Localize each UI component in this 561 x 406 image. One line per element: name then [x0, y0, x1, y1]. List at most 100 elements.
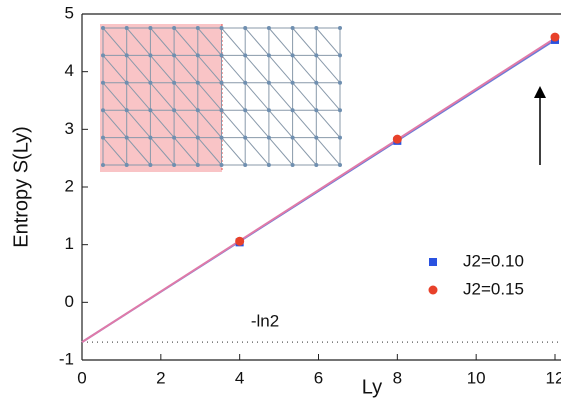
lattice-bond: [150, 137, 175, 166]
lattice-bond: [126, 55, 151, 84]
x-tick-label: 12: [546, 368, 561, 387]
x-tick-label: 10: [467, 368, 486, 387]
lattice-site: [124, 108, 129, 113]
lattice-bond: [268, 55, 293, 84]
lattice-site: [219, 108, 224, 113]
reference-label: -ln2: [251, 312, 279, 331]
lattice-site: [314, 80, 319, 85]
lattice-bond: [292, 137, 317, 166]
y-tick-label: 5: [65, 3, 74, 22]
lattice-site: [124, 80, 129, 85]
lattice-site: [266, 53, 271, 58]
lattice-site: [338, 80, 342, 85]
lattice-site: [314, 108, 319, 113]
lattice-bond: [315, 27, 341, 56]
lattice-bond: [150, 109, 175, 138]
lattice-site: [101, 26, 105, 30]
lattice-bond: [102, 109, 128, 138]
x-tick-label: 2: [156, 368, 165, 387]
data-point: [550, 32, 560, 42]
lattice-site: [314, 26, 319, 30]
lattice-bond: [126, 82, 151, 111]
x-tick-label: 4: [235, 368, 244, 387]
lattice-site: [195, 80, 200, 85]
lattice-bond: [315, 82, 341, 111]
lattice-bond: [102, 82, 128, 111]
lattice-bond: [244, 82, 270, 111]
lattice-site: [243, 108, 248, 113]
lattice-site: [243, 80, 248, 85]
lattice-bond: [126, 109, 151, 138]
lattice-bond: [244, 109, 270, 138]
lattice-bond: [173, 109, 199, 138]
lattice-site: [338, 108, 342, 113]
lattice-site: [172, 108, 177, 113]
inset-lattice: [100, 24, 342, 172]
lattice-site: [148, 108, 153, 113]
legend-marker: [428, 285, 438, 295]
lattice-bond: [221, 82, 246, 111]
data-point: [392, 134, 402, 144]
lattice-site: [338, 26, 342, 30]
x-tick-label: 6: [314, 368, 323, 387]
lattice-bond: [150, 55, 175, 84]
arrow-head: [534, 86, 546, 98]
lattice-site: [266, 163, 271, 167]
lattice-site: [124, 26, 129, 30]
lattice-site: [172, 80, 177, 85]
lattice-site: [172, 26, 177, 30]
lattice-site: [314, 53, 319, 58]
lattice-site: [243, 53, 248, 58]
lattice-site: [195, 135, 200, 140]
x-tick-label: 8: [393, 368, 402, 387]
lattice-bond: [197, 137, 222, 166]
lattice-site: [219, 163, 224, 167]
lattice-bond: [268, 137, 293, 166]
legend-label: J2=0.15: [463, 279, 524, 298]
lattice-bond: [173, 82, 199, 111]
lattice-site: [195, 53, 200, 58]
lattice-bond: [315, 137, 341, 166]
lattice-site: [338, 135, 342, 140]
lattice-bond: [173, 55, 199, 84]
lattice-site: [172, 53, 177, 58]
lattice-site: [195, 26, 200, 30]
y-tick-label: 0: [65, 292, 74, 311]
lattice-site: [101, 163, 105, 167]
lattice-site: [266, 26, 271, 30]
lattice-bond: [268, 27, 293, 56]
lattice-site: [290, 80, 295, 85]
lattice-bond: [102, 55, 128, 84]
lattice-site: [172, 135, 177, 140]
lattice-bond: [292, 109, 317, 138]
lattice-site: [195, 163, 200, 167]
lattice-bond: [150, 27, 175, 56]
lattice-site: [243, 26, 248, 30]
y-axis-label: Entropy S(Ly): [10, 126, 32, 248]
lattice-bond: [197, 27, 222, 56]
lattice-site: [124, 53, 129, 58]
lattice-bond: [221, 55, 246, 84]
fit-line: [81, 37, 556, 343]
lattice-bond: [173, 137, 199, 166]
lattice-site: [290, 26, 295, 30]
lattice-site: [290, 108, 295, 113]
lattice-bond: [244, 137, 270, 166]
lattice-bond: [126, 27, 151, 56]
lattice-bond: [197, 82, 222, 111]
lattice-site: [290, 53, 295, 58]
lattice-site: [266, 135, 271, 140]
lattice-site: [243, 135, 248, 140]
legend-marker: [429, 258, 437, 266]
lattice-site: [124, 135, 129, 140]
lattice-bond: [268, 109, 293, 138]
lattice-bond: [197, 109, 222, 138]
lattice-bond: [292, 27, 317, 56]
lattice-bond: [244, 27, 270, 56]
lattice-site: [219, 80, 224, 85]
lattice-site: [266, 80, 271, 85]
lattice-bond: [126, 137, 151, 166]
lattice-bond: [268, 82, 293, 111]
lattice-site: [338, 53, 342, 58]
x-axis-label: Ly: [362, 376, 382, 398]
